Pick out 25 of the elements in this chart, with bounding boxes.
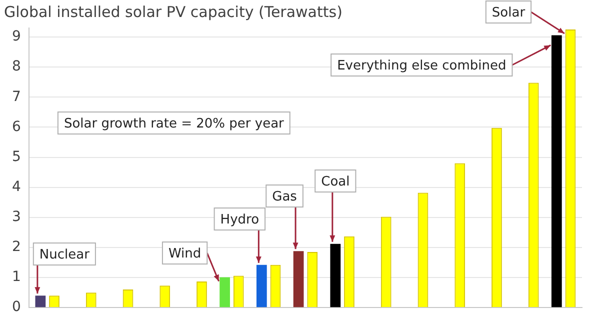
bar	[35, 296, 46, 308]
annotation: Solar growth rate = 20% per year	[64, 116, 285, 132]
y-tick-label: 0	[12, 299, 21, 316]
y-tick-label: 5	[12, 148, 21, 165]
text: Solar	[492, 5, 526, 20]
y-tick-label: 6	[12, 118, 21, 135]
chart-title: Global installed solar PV capacity (Terawatts)	[4, 2, 342, 21]
y-tick-label: 3	[12, 209, 21, 226]
bar	[551, 35, 562, 308]
annotation: Wind	[168, 246, 202, 262]
bar	[220, 277, 230, 308]
y-tick-label: 1	[12, 269, 21, 286]
annotation: Gas	[272, 189, 298, 204]
y-tick-label: 8	[12, 58, 21, 75]
annotation: Hydro	[220, 212, 260, 228]
y-tick-label: 2	[12, 239, 21, 256]
annotation: Everything else combined	[337, 58, 506, 74]
annotation: Coal	[321, 174, 350, 190]
y-tick-label: 9	[12, 28, 21, 45]
y-tick-label: 7	[12, 88, 21, 105]
y-tick-label: 4	[12, 178, 21, 195]
annotation: Nuclear	[39, 247, 90, 262]
bar	[330, 244, 341, 308]
bar	[293, 251, 304, 308]
bar	[256, 264, 267, 308]
